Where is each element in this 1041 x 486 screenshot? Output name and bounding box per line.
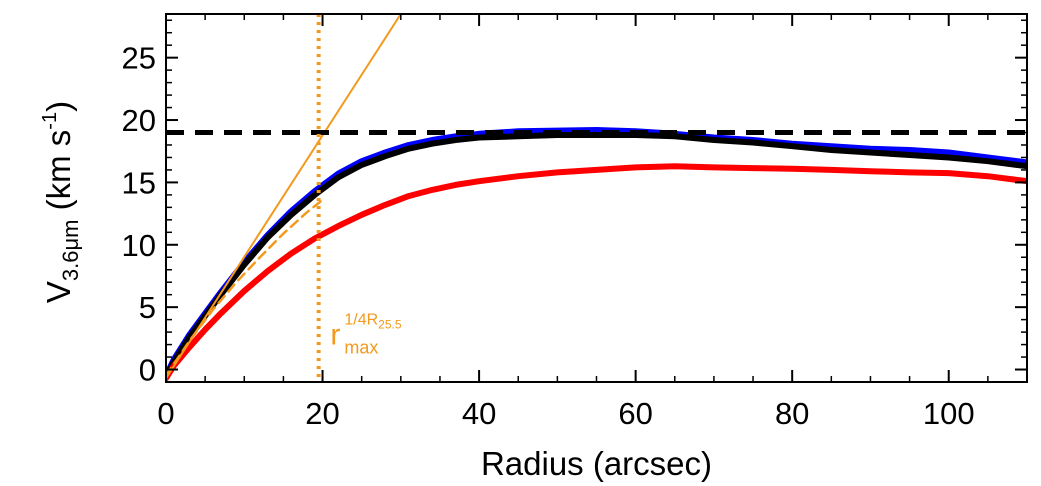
y-tick-label-5: 5 xyxy=(139,290,156,325)
x-tick-label-20: 20 xyxy=(305,396,339,431)
y-tick-label-15: 15 xyxy=(122,165,156,200)
series-layer xyxy=(166,14,1027,382)
x-tick-label-80: 80 xyxy=(775,396,809,431)
y-axis-title-main: V xyxy=(40,281,77,303)
axis-ticks: 0 20 40 60 80 100 0 5 10 15 20 25 xyxy=(122,14,1027,431)
rmax-annotation-base: r xyxy=(330,319,340,352)
series-line-3 xyxy=(166,163,1027,382)
reference-lines xyxy=(166,14,1027,382)
y-axis-title-unit: (km s xyxy=(40,130,77,220)
rmax-annotation-superscript: 1/4R25.5 xyxy=(344,312,401,332)
y-axis-title-unit-close: ) xyxy=(40,101,77,112)
series-line-2 xyxy=(166,132,1027,380)
y-axis-title-superscript: -1 xyxy=(39,112,61,130)
y-tick-label-10: 10 xyxy=(122,228,156,263)
y-tick-label-25: 25 xyxy=(122,41,156,76)
rmax-annotation-sup-sub: 25.5 xyxy=(378,318,402,332)
plot-frame xyxy=(165,13,1028,383)
y-tick-label-0: 0 xyxy=(139,353,156,388)
rmax-annotation: r 1/4R25.5 max xyxy=(330,312,401,358)
x-axis-title: Radius (arcsec) xyxy=(481,445,712,482)
y-axis-title: V3.6μm (km s-1) xyxy=(39,101,83,303)
rmax-annotation-subscript: max xyxy=(344,338,378,358)
x-tick-label-60: 60 xyxy=(618,396,652,431)
y-axis-title-subscript: 3.6μm xyxy=(58,220,83,282)
rmax-annotation-sup-main: 1/4R xyxy=(344,312,378,329)
series-line-5 xyxy=(166,14,402,380)
x-tick-label-0: 0 xyxy=(157,396,174,431)
x-tick-label-40: 40 xyxy=(462,396,496,431)
y-tick-label-20: 20 xyxy=(122,103,156,138)
x-tick-label-100: 100 xyxy=(923,396,975,431)
